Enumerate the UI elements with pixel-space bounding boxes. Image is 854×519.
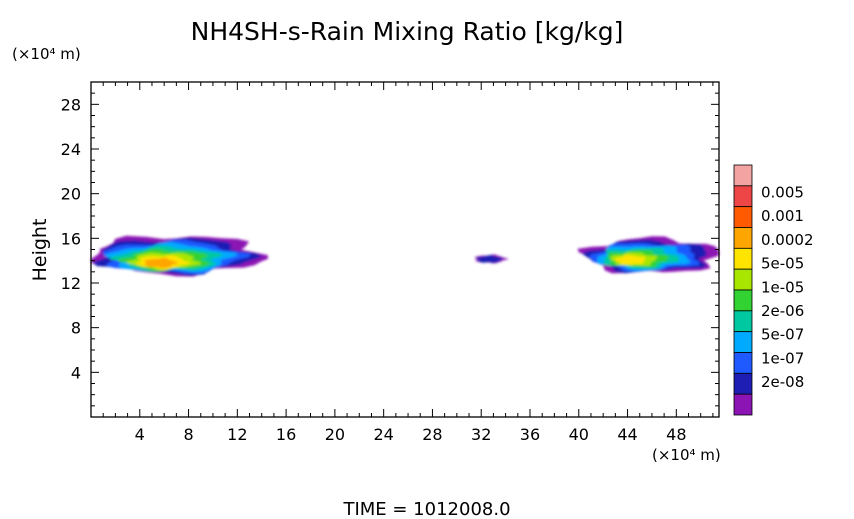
colorbar-band [733,247,753,270]
colorbar-band [733,185,753,208]
colorbar-band [733,289,753,312]
colorbar-label: 2e-08 [761,373,804,391]
colorbar-label: 0.001 [761,207,804,225]
contour-region [91,235,269,277]
plot-fill-layer [91,235,719,277]
colorbar-band [733,331,753,353]
colorbar-label: 2e-06 [761,302,804,320]
colorbar-band [733,206,753,228]
contour-region [577,236,719,274]
chart-title: NH4SH-s-Rain Mixing Ratio [kg/kg] [191,17,624,46]
x-axis-unit: (×10⁴ m) [652,446,721,464]
colorbar-label: 1e-07 [761,349,804,367]
colorbar-band [733,227,753,249]
y-tick-label: 28 [61,95,81,114]
colorbar-band [733,372,753,395]
colorbar-label: 1e-05 [761,278,804,296]
x-tick-label: 4 [135,425,145,444]
contour-band [614,255,646,265]
x-tick-label: 20 [325,425,345,444]
time-label: TIME = 1012008.0 [342,499,510,519]
y-axis-unit: (×10⁴ m) [12,45,81,63]
x-tick-label: 16 [276,425,296,444]
x-tick-label: 28 [422,425,442,444]
axis-ticks [91,82,719,417]
colorbar-band [733,310,753,333]
colorbar-band [733,268,753,291]
y-tick-label: 8 [71,319,81,338]
y-tick-label: 16 [61,229,81,248]
colorbar-label: 0.0002 [761,231,814,249]
colorbar-label: 5e-07 [761,326,804,344]
colorbar-label: 5e-05 [761,255,804,273]
contour-region [474,254,509,264]
contour-band [476,255,500,263]
colorbar-band [733,164,753,187]
colorbar-band [733,393,753,416]
colorbar-labels: 0.005 0.001 0.0002 5e-05 1e-05 2e-06 5e-07 1e-0… [761,183,814,391]
y-axis-label: Height [29,219,51,282]
y-tick-label: 12 [61,274,81,293]
colorbar [733,164,753,416]
y-tick-label: 20 [61,185,81,204]
x-tick-labels: 4 8 12 16 20 24 28 32 36 40 44 48 [135,425,687,444]
x-tick-label: 24 [373,425,393,444]
x-tick-label: 48 [666,425,686,444]
x-tick-label: 44 [617,425,637,444]
y-tick-labels: 4 8 12 16 20 24 28 [61,95,81,382]
contour-band [143,257,179,269]
x-tick-label: 8 [183,425,193,444]
y-tick-label: 24 [61,140,81,159]
colorbar-band [733,352,753,374]
x-tick-label: 40 [569,425,589,444]
colorbar-label: 0.005 [761,183,804,201]
x-tick-label: 12 [227,425,247,444]
x-tick-label: 36 [520,425,540,444]
y-tick-label: 4 [71,363,81,382]
x-tick-label: 32 [471,425,491,444]
